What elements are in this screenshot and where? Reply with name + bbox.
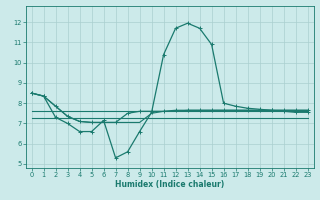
X-axis label: Humidex (Indice chaleur): Humidex (Indice chaleur) bbox=[115, 180, 224, 189]
